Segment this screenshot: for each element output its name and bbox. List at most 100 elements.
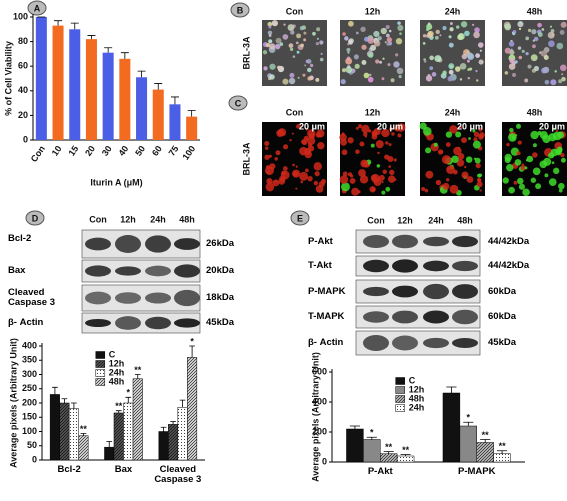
error-bar <box>61 398 68 403</box>
cell <box>318 181 325 188</box>
cell <box>477 173 482 178</box>
cell <box>554 70 557 73</box>
cell <box>371 133 378 140</box>
legend-swatch <box>395 395 405 403</box>
cell <box>307 129 316 138</box>
cell <box>382 57 385 60</box>
cell <box>399 32 402 35</box>
legend-swatch <box>395 386 405 394</box>
cell <box>278 177 286 185</box>
panel-label: A <box>34 3 41 13</box>
blot-band <box>392 285 418 298</box>
cell <box>521 49 525 53</box>
cell <box>360 159 369 168</box>
cell <box>377 36 382 41</box>
cell <box>508 133 517 142</box>
cell <box>382 169 387 175</box>
cell <box>394 178 397 181</box>
error-bar <box>383 451 394 454</box>
blot-band <box>85 265 111 277</box>
cell <box>455 66 461 72</box>
blot-size: 45kDa <box>206 317 234 328</box>
cell <box>558 188 563 193</box>
cell <box>384 41 387 44</box>
cell <box>388 165 391 168</box>
scale-label: 20 μm <box>299 121 325 131</box>
cell <box>388 143 392 147</box>
cell <box>431 72 437 77</box>
panel-label: B <box>237 5 244 15</box>
cell <box>542 134 551 144</box>
cell <box>361 124 370 133</box>
cell <box>557 146 563 153</box>
bar <box>78 435 89 461</box>
cell <box>305 138 308 141</box>
cell <box>388 29 392 33</box>
cell <box>435 179 442 186</box>
cell <box>472 140 481 149</box>
cell <box>479 189 482 192</box>
bar <box>158 431 169 461</box>
cell <box>395 53 399 57</box>
blot-band <box>452 338 478 348</box>
cell <box>456 25 460 29</box>
cell <box>358 169 366 177</box>
cell <box>509 58 515 64</box>
cell <box>353 54 359 60</box>
image-header: 48h <box>527 6 543 16</box>
cell <box>439 34 442 37</box>
bar <box>396 455 415 463</box>
legend-swatch <box>395 404 405 412</box>
cell <box>442 70 447 76</box>
blot-band <box>363 334 389 352</box>
cell <box>475 53 480 59</box>
cell <box>530 54 538 62</box>
cell <box>525 36 530 41</box>
cell <box>274 43 281 50</box>
cell <box>429 55 434 61</box>
blot-band <box>452 235 478 248</box>
cell <box>474 27 480 33</box>
blot-band <box>452 284 478 299</box>
cell <box>508 41 515 47</box>
y-tick-label: 350 <box>22 355 37 365</box>
cell <box>537 22 542 28</box>
cell <box>355 31 359 35</box>
cell <box>550 79 557 86</box>
blot-band <box>145 316 171 330</box>
cell <box>478 59 484 65</box>
cell <box>379 60 383 64</box>
cell <box>263 66 268 71</box>
cell <box>355 126 359 130</box>
cell <box>303 31 307 35</box>
significance: ** <box>402 445 410 455</box>
cell <box>541 67 548 74</box>
cell <box>300 180 304 184</box>
cell <box>381 128 390 138</box>
blot-band <box>85 291 111 305</box>
error-bar <box>189 345 195 358</box>
y-tick-label: 100 <box>13 11 28 21</box>
cell <box>442 26 447 31</box>
x-tick-label: 60 <box>150 144 164 158</box>
panel-badge <box>25 210 45 226</box>
blot-row-label: P-Akt <box>308 235 333 247</box>
cell <box>457 32 465 40</box>
cell <box>269 74 275 80</box>
error-bar <box>134 374 141 379</box>
cell <box>504 23 512 31</box>
lane-header: 24h <box>428 215 444 225</box>
y-tick-label: 400 <box>22 340 37 350</box>
cell <box>559 64 567 72</box>
error-bar <box>125 396 132 403</box>
cell <box>397 133 402 138</box>
cell <box>560 157 566 163</box>
legend-label: 48h <box>409 393 425 403</box>
scale-label: 20 μm <box>377 121 403 131</box>
cell <box>344 36 349 41</box>
error-bar <box>71 402 77 409</box>
cell <box>386 42 390 46</box>
significance: * <box>190 336 194 346</box>
cell <box>278 129 283 134</box>
cell <box>450 22 453 25</box>
